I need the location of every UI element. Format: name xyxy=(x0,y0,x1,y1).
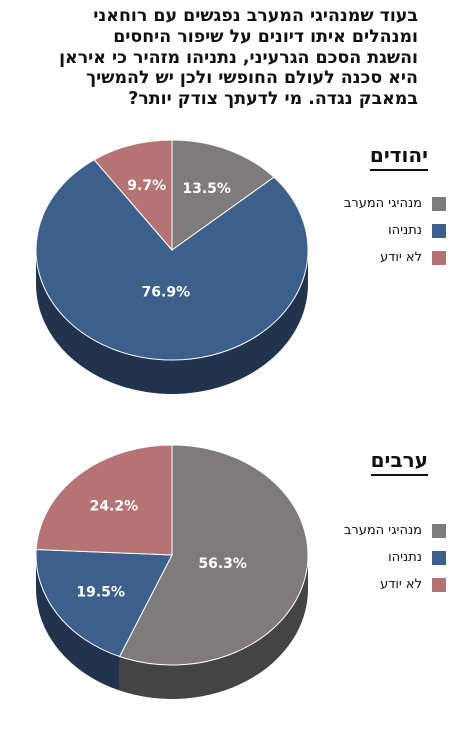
question-line: היא סכנה לעולם החופשי ולכן יש להמשיך xyxy=(86,68,418,89)
legend-swatch xyxy=(432,523,446,538)
legend-arabs: מנהיגי המערב נתניהו לא יודע xyxy=(296,517,446,598)
legend-item-west-leaders: מנהיגי המערב xyxy=(296,517,446,544)
pie-side-netanyahu xyxy=(36,555,120,691)
legend-swatch xyxy=(432,223,446,238)
data-label-netanyahu: 76.9% xyxy=(142,285,191,301)
pie-slice-netanyahu xyxy=(35,159,309,361)
question-line: ומנהלים איתו דיונים על שיפור היחסים xyxy=(113,26,418,47)
legend-label: נתניהו xyxy=(388,550,422,565)
legend-item-netanyahu: נתניהו xyxy=(296,544,446,571)
chart-title-arabs: ערבים xyxy=(370,448,429,476)
legend-item-dont-know: לא יודע xyxy=(296,244,446,271)
legend-swatch xyxy=(432,196,446,211)
survey-question: בעוד שמנהיגי המערב נפגשים עם רוחאני ומנה… xyxy=(10,6,418,110)
pie-chart-jews: 13.5% 76.9% 9.7% xyxy=(35,139,309,394)
legend-item-west-leaders: מנהיגי המערב xyxy=(296,190,446,217)
pie-slice-dont-know xyxy=(93,139,173,252)
question-line: בעוד שמנהיגי המערב נפגשים עם רוחאני xyxy=(93,6,418,26)
legend-label: מנהיגי המערב xyxy=(343,523,422,538)
legend-item-dont-know: לא יודע xyxy=(296,571,446,598)
data-label-dont-know: 24.2% xyxy=(90,499,139,515)
question-line: והשגת הסכם הגרעיני, נתניהו מזהיר כי אירא… xyxy=(59,47,418,68)
question-line: במאבק נגדה. מי לדעתך צודק יותר? xyxy=(128,89,418,110)
legend-swatch xyxy=(432,550,446,565)
legend-label: לא יודע xyxy=(380,250,422,265)
data-label-west-leaders: 13.5% xyxy=(182,181,231,197)
pie-side-netanyahu xyxy=(36,250,308,394)
legend-jews: מנהיגי המערב נתניהו לא יודע xyxy=(296,190,446,271)
legend-item-netanyahu: נתניהו xyxy=(296,217,446,244)
legend-swatch xyxy=(432,577,446,592)
legend-label: לא יודע xyxy=(380,577,422,592)
pie-chart-arabs: 56.3% 19.5% 24.2% xyxy=(35,444,309,699)
legend-swatch xyxy=(432,250,446,265)
pie-slice-west-leaders xyxy=(171,139,275,251)
data-label-dont-know: 9.7% xyxy=(127,178,166,194)
pie-side-west-leaders xyxy=(119,555,308,699)
data-label-netanyahu: 19.5% xyxy=(76,584,125,600)
data-label-west-leaders: 56.3% xyxy=(198,556,247,572)
legend-label: נתניהו xyxy=(388,223,422,238)
pie-slice-west-leaders xyxy=(118,444,309,666)
chart-title-jews: יהודים xyxy=(369,143,429,171)
pie-slice-netanyahu xyxy=(35,548,173,658)
pie-slice-dont-know xyxy=(35,444,173,556)
legend-label: מנהיגי המערב xyxy=(343,196,422,211)
